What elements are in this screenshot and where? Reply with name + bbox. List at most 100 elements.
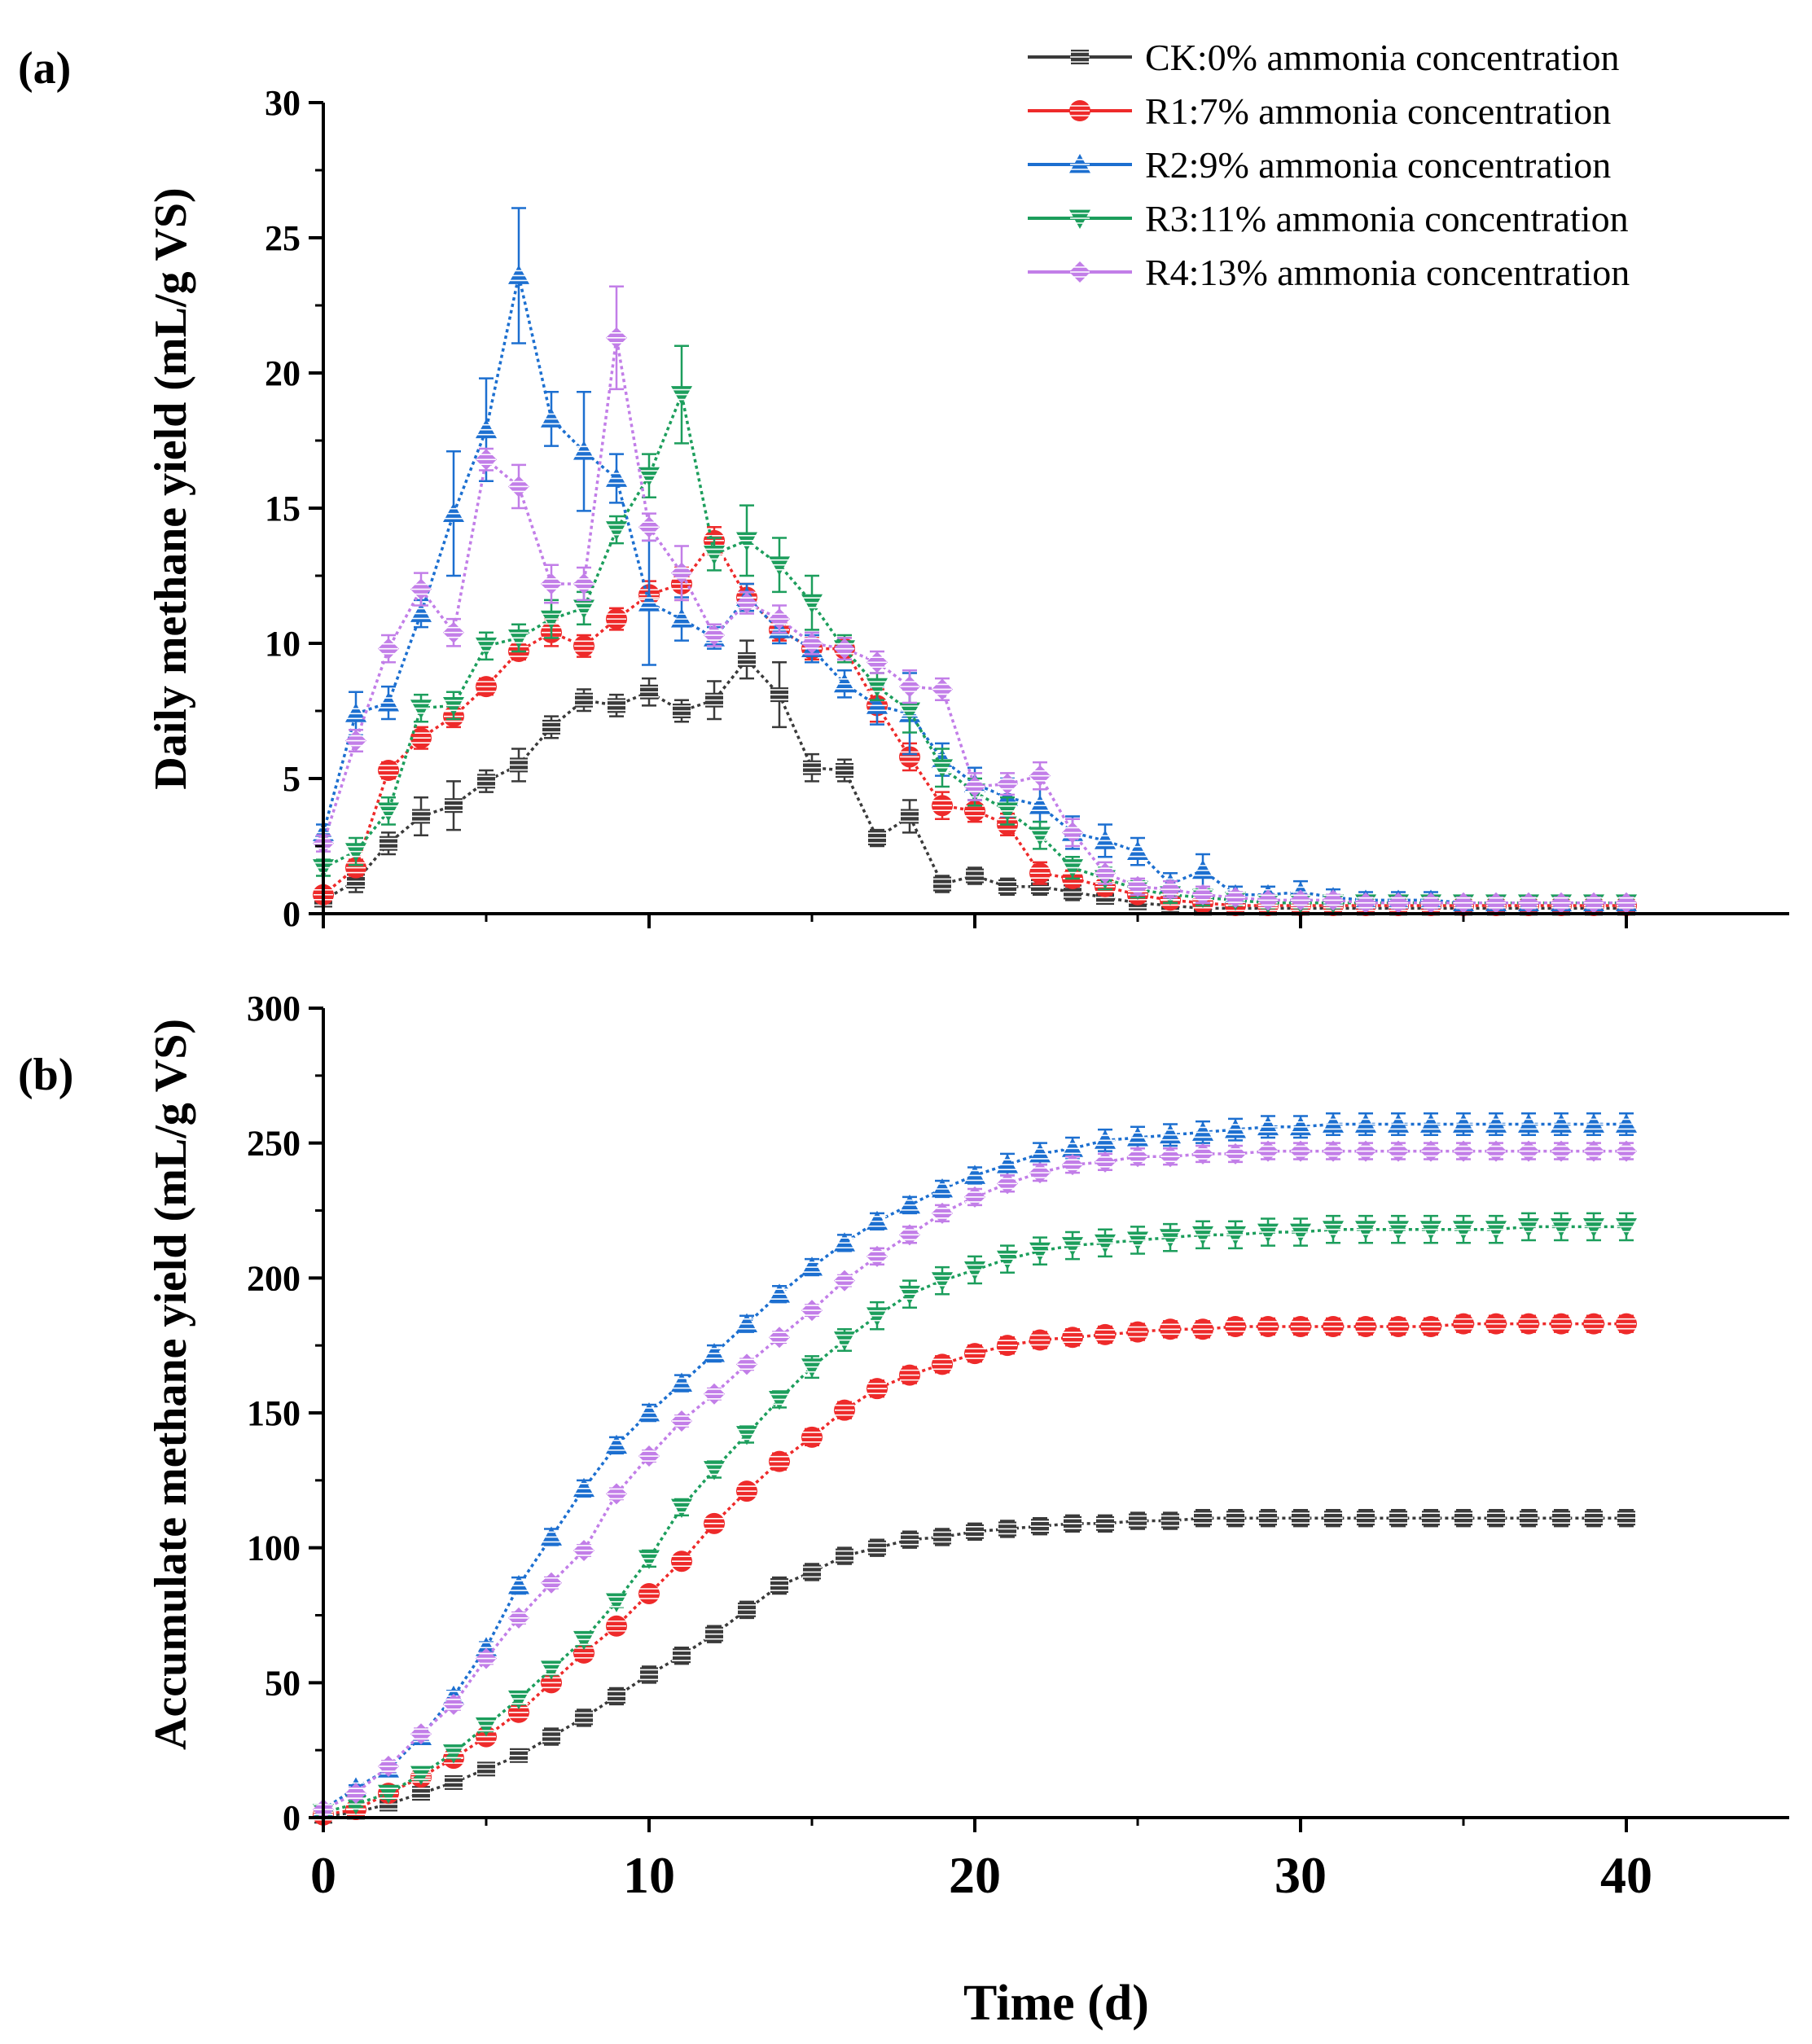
point-b-3-28 — [1225, 1226, 1246, 1246]
point-b-2-12 — [704, 1343, 725, 1362]
point-b-2-38 — [1551, 1113, 1572, 1133]
point-b-3-25 — [1127, 1231, 1148, 1251]
point-b-2-31 — [1323, 1113, 1344, 1133]
point-b-3-33 — [1388, 1221, 1409, 1240]
point-a-2-6 — [508, 265, 529, 284]
point-a-3-12 — [704, 546, 725, 565]
series-line-b-3 — [322, 1225, 1626, 1814]
point-b-2-24 — [1095, 1129, 1116, 1149]
point-b-3-7 — [541, 1660, 562, 1680]
point-b-3-8 — [573, 1630, 594, 1651]
point-a-3-7 — [541, 610, 562, 630]
series-b-3 — [313, 1212, 1637, 1823]
point-b-3-22 — [1029, 1242, 1051, 1262]
point-b-2-9 — [606, 1434, 627, 1454]
point-b-3-24 — [1095, 1234, 1116, 1254]
series-b-1 — [313, 1313, 1637, 1826]
point-b-3-32 — [1355, 1221, 1376, 1240]
point-b-2-27 — [1192, 1121, 1213, 1141]
point-b-2-21 — [997, 1154, 1018, 1173]
point-a-3-18 — [899, 702, 920, 722]
x-tick-label-b-1: 10 — [623, 1846, 675, 1904]
point-a-3-2 — [378, 802, 399, 822]
y-tick-label-b-0: 0 — [283, 1798, 301, 1838]
point-a-3-8 — [573, 599, 594, 619]
point-b-2-39 — [1583, 1113, 1604, 1133]
legend-label-R1: R1:7% ammonia concentration — [1145, 90, 1611, 132]
y-tick-label-a-2: 10 — [265, 624, 301, 664]
point-b-2-18 — [899, 1194, 920, 1214]
point-a-2-8 — [573, 441, 594, 460]
point-b-3-19 — [932, 1272, 953, 1292]
point-b-2-7 — [541, 1526, 562, 1546]
legend-label-R2: R2:9% ammonia concentration — [1145, 144, 1611, 186]
point-b-3-13 — [736, 1426, 757, 1445]
x-tick-label-b-4: 40 — [1600, 1846, 1652, 1904]
legend-item-CK: CK:0% ammonia concentration — [1028, 37, 1620, 78]
point-a-2-11 — [671, 608, 692, 628]
point-b-3-35 — [1453, 1221, 1474, 1240]
panel-b-label: (b) — [18, 1050, 73, 1100]
point-a-2-1 — [345, 703, 366, 722]
point-b-3-29 — [1257, 1223, 1279, 1244]
point-a-3-11 — [671, 386, 692, 406]
series-line-a-0 — [322, 657, 1626, 910]
legend-label-CK: CK:0% ammonia concentration — [1145, 37, 1620, 78]
point-b-3-3 — [410, 1765, 432, 1785]
point-b-3-14 — [769, 1391, 790, 1410]
point-b-3-39 — [1583, 1217, 1604, 1238]
point-b-3-10 — [638, 1550, 660, 1569]
point-b-2-8 — [573, 1477, 594, 1498]
series-line-a-4 — [322, 337, 1626, 905]
series-line-b-0 — [322, 1516, 1626, 1818]
point-a-2-4 — [443, 502, 464, 523]
legend: CK:0% ammonia concentration R1:7% ammonia… — [1028, 37, 1630, 293]
point-a-2-3 — [410, 603, 432, 622]
point-b-2-30 — [1290, 1116, 1311, 1136]
point-b-3-17 — [867, 1307, 888, 1327]
x-tick-label-b-0: 0 — [310, 1846, 336, 1904]
legend-item-R3: R3:11% ammonia concentration — [1028, 198, 1629, 239]
y-tick-label-b-6: 300 — [247, 989, 301, 1029]
point-a-2-22 — [1029, 795, 1051, 814]
legend-label-R3: R3:11% ammonia concentration — [1145, 198, 1629, 239]
y-axis-title-a: Daily methane yield (mL/g VS) — [146, 187, 196, 789]
point-a-3-5 — [476, 637, 497, 657]
point-b-2-29 — [1257, 1116, 1279, 1136]
y-tick-label-a-4: 20 — [265, 353, 301, 393]
point-a-2-16 — [834, 673, 855, 693]
series-line-b-4 — [322, 1149, 1626, 1811]
point-b-3-27 — [1192, 1226, 1213, 1246]
point-b-3-16 — [834, 1331, 855, 1351]
legend-marker-R2 — [1069, 154, 1090, 173]
point-b-3-34 — [1420, 1221, 1441, 1240]
point-a-3-3 — [410, 700, 432, 719]
point-a-2-24 — [1095, 830, 1116, 849]
y-tick-label-a-1: 5 — [283, 759, 301, 799]
y-axis-title-b: Accumulate methane yield (mL/g VS) — [146, 1019, 196, 1750]
legend-item-R1: R1:7% ammonia concentration — [1028, 90, 1611, 132]
point-b-3-6 — [508, 1690, 529, 1710]
y-tick-label-a-5: 25 — [265, 218, 301, 258]
y-tick-label-b-1: 50 — [265, 1663, 301, 1703]
accumulate-yield-plot: 0 50 100 150 200 250 300 0 10 20 30 40 — [247, 989, 1789, 1904]
x-axis-title: Time (d) — [963, 1976, 1149, 2031]
series-a-1 — [313, 525, 1637, 917]
point-a-2-9 — [606, 467, 627, 487]
point-b-3-26 — [1160, 1229, 1181, 1248]
legend-item-R4: R4:13% ammonia concentration — [1028, 252, 1630, 293]
point-a-2-7 — [541, 408, 562, 428]
point-b-2-40 — [1616, 1113, 1637, 1133]
point-a-2-2 — [378, 692, 399, 712]
point-b-2-34 — [1420, 1113, 1441, 1133]
panel-a-label: (a) — [18, 43, 71, 94]
point-b-2-11 — [671, 1372, 692, 1392]
series-a-3 — [313, 344, 1637, 914]
point-b-2-37 — [1518, 1113, 1539, 1133]
point-b-3-11 — [671, 1498, 692, 1518]
point-b-2-16 — [834, 1232, 855, 1252]
point-a-3-1 — [345, 843, 366, 862]
point-b-3-18 — [899, 1285, 920, 1305]
point-b-2-23 — [1062, 1138, 1083, 1157]
y-tick-label-a-6: 30 — [265, 83, 301, 123]
